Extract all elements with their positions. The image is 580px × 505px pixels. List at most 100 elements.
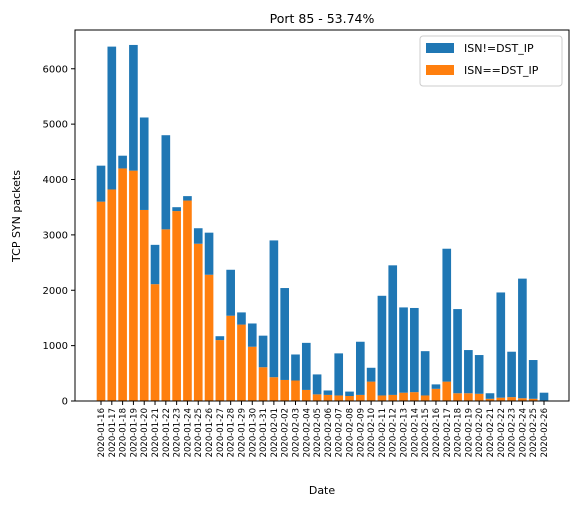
x-tick-label-2020-01-19: 2020-01-19 xyxy=(129,408,139,457)
x-tick-label-2020-02-26: 2020-02-26 xyxy=(540,408,550,457)
bar-isn-not-dst-2020-02-10 xyxy=(366,367,376,382)
x-tick-label-2020-02-25: 2020-02-25 xyxy=(529,408,539,457)
bar-isn-eq-dst-2020-02-19 xyxy=(464,393,473,401)
x-tick-label-2020-02-06: 2020-02-06 xyxy=(324,408,334,457)
bar-isn-not-dst-2020-02-11 xyxy=(377,295,387,396)
bar-isn-not-dst-2020-01-27 xyxy=(215,336,225,341)
bar-isn-not-dst-2020-02-06 xyxy=(323,390,333,395)
x-tick-label-2020-02-14: 2020-02-14 xyxy=(410,408,420,457)
bar-isn-eq-dst-2020-01-18 xyxy=(118,168,127,401)
bar-isn-eq-dst-2020-02-13 xyxy=(399,392,408,401)
bar-isn-eq-dst-2020-02-08 xyxy=(345,396,354,401)
x-tick-label-2020-01-23: 2020-01-23 xyxy=(173,408,183,457)
x-axis: 2020-01-16 2020-01-17 2020-01-18 2020-01-19… xyxy=(97,401,550,457)
x-tick-label-2020-02-22: 2020-02-22 xyxy=(497,408,507,457)
bar-isn-eq-dst-2020-02-21 xyxy=(485,398,495,401)
bar-isn-eq-dst-2020-02-01 xyxy=(269,377,279,401)
x-tick-label-2020-02-13: 2020-02-13 xyxy=(400,408,410,457)
bar-isn-not-dst-2020-01-21 xyxy=(150,244,160,285)
bar-isn-not-dst-2020-02-26 xyxy=(539,392,549,401)
bar-isn-not-dst-2020-02-20 xyxy=(474,355,484,394)
x-tick-label-2020-02-20: 2020-02-20 xyxy=(475,408,485,457)
bar-isn-eq-dst-2020-02-03 xyxy=(291,380,300,401)
x-tick-label-2020-01-25: 2020-01-25 xyxy=(194,408,204,457)
bar-isn-not-dst-2020-01-28 xyxy=(226,269,235,316)
bar-isn-eq-dst-2020-02-06 xyxy=(323,394,333,401)
legend-label-isn-not-dst: ISN!=DST_IP xyxy=(464,42,534,55)
bar-isn-not-dst-2020-02-22 xyxy=(496,292,506,398)
x-tick-label-2020-01-28: 2020-01-28 xyxy=(227,408,237,457)
bar-isn-not-dst-2020-02-01 xyxy=(269,240,279,378)
bar-isn-eq-dst-2020-02-22 xyxy=(496,397,506,401)
bar-isn-not-dst-2020-01-19 xyxy=(129,44,138,171)
bar-isn-eq-dst-2020-01-19 xyxy=(129,170,138,401)
x-tick-label-2020-02-18: 2020-02-18 xyxy=(454,408,464,457)
bar-isn-eq-dst-2020-01-27 xyxy=(215,340,225,401)
bar-isn-eq-dst-2020-01-20 xyxy=(139,209,149,401)
bar-isn-not-dst-2020-01-30 xyxy=(247,323,257,347)
x-axis-label: Date xyxy=(309,484,336,497)
y-tick-label-5000: 5000 xyxy=(43,120,68,131)
x-tick-label-2020-01-16: 2020-01-16 xyxy=(97,408,107,457)
plot-area xyxy=(96,44,549,401)
plot-frame xyxy=(74,29,570,402)
bar-isn-eq-dst-2020-02-25 xyxy=(528,398,538,401)
legend: ISN!=DST_IP ISN==DST_IP xyxy=(419,35,563,87)
x-tick-label-2020-01-31: 2020-01-31 xyxy=(259,408,269,457)
x-tick-label-2020-02-15: 2020-02-15 xyxy=(421,408,431,457)
bar-isn-not-dst-2020-01-22 xyxy=(161,135,171,230)
bar-isn-not-dst-2020-02-02 xyxy=(280,288,290,380)
bar-isn-not-dst-2020-01-17 xyxy=(107,46,117,190)
bar-isn-eq-dst-2020-02-05 xyxy=(312,394,322,401)
bar-isn-not-dst-2020-02-03 xyxy=(291,354,300,381)
x-tick-label-2020-02-16: 2020-02-16 xyxy=(432,408,442,457)
x-tick-label-2020-02-21: 2020-02-21 xyxy=(486,408,496,457)
bar-isn-eq-dst-2020-02-14 xyxy=(410,392,419,401)
bar-isn-not-dst-2020-01-24 xyxy=(183,196,192,201)
x-tick-label-2020-01-24: 2020-01-24 xyxy=(183,408,193,457)
x-tick-label-2020-01-29: 2020-01-29 xyxy=(237,408,247,457)
bar-isn-eq-dst-2020-02-09 xyxy=(355,394,365,401)
y-tick-label-2000: 2000 xyxy=(43,286,68,297)
x-tick-label-2020-02-11: 2020-02-11 xyxy=(378,408,388,457)
legend-swatch-isn-not-dst xyxy=(426,43,454,53)
y-tick-label-0: 0 xyxy=(62,397,68,408)
bar-isn-eq-dst-2020-01-22 xyxy=(161,229,171,401)
bar-isn-not-dst-2020-02-14 xyxy=(410,307,419,393)
x-tick-label-2020-01-18: 2020-01-18 xyxy=(119,408,129,457)
chart-title: Port 85 - 53.74% xyxy=(270,11,375,26)
bar-isn-not-dst-2020-01-31 xyxy=(258,335,268,368)
bar-isn-eq-dst-2020-01-26 xyxy=(204,274,214,401)
bar-isn-not-dst-2020-02-05 xyxy=(312,374,322,395)
x-tick-label-2020-02-04: 2020-02-04 xyxy=(302,408,312,457)
bar-isn-eq-dst-2020-01-28 xyxy=(226,315,235,401)
bar-isn-eq-dst-2020-02-16 xyxy=(431,388,441,401)
bar-isn-not-dst-2020-02-24 xyxy=(518,278,527,399)
x-tick-label-2020-02-19: 2020-02-19 xyxy=(464,408,474,457)
bar-isn-not-dst-2020-02-25 xyxy=(528,360,538,399)
bar-isn-not-dst-2020-01-18 xyxy=(118,155,127,169)
bar-isn-eq-dst-2020-01-17 xyxy=(107,189,117,401)
bar-isn-eq-dst-2020-02-02 xyxy=(280,379,290,401)
x-tick-label-2020-02-02: 2020-02-02 xyxy=(281,408,291,457)
bar-isn-eq-dst-2020-02-04 xyxy=(301,389,311,401)
bar-isn-eq-dst-2020-02-15 xyxy=(420,395,430,401)
bar-isn-eq-dst-2020-02-20 xyxy=(474,393,484,401)
x-tick-label-2020-02-09: 2020-02-09 xyxy=(356,408,366,457)
bar-isn-eq-dst-2020-01-24 xyxy=(183,200,192,401)
bar-isn-eq-dst-2020-01-29 xyxy=(237,324,246,401)
bar-isn-not-dst-2020-01-25 xyxy=(193,228,203,244)
bar-isn-not-dst-2020-02-16 xyxy=(431,384,441,389)
x-tick-label-2020-02-03: 2020-02-03 xyxy=(291,408,301,457)
y-tick-label-4000: 4000 xyxy=(43,175,68,186)
x-tick-label-2020-01-27: 2020-01-27 xyxy=(216,408,226,457)
bar-isn-not-dst-2020-02-15 xyxy=(420,351,430,396)
x-tick-label-2020-01-17: 2020-01-17 xyxy=(108,408,118,457)
bar-isn-eq-dst-2020-01-23 xyxy=(172,211,181,401)
bar-isn-not-dst-2020-02-18 xyxy=(453,309,462,394)
bar-isn-not-dst-2020-01-26 xyxy=(204,232,214,275)
x-tick-label-2020-02-12: 2020-02-12 xyxy=(389,408,399,457)
x-tick-label-2020-01-20: 2020-01-20 xyxy=(140,408,150,457)
bar-isn-eq-dst-2020-01-16 xyxy=(96,201,106,401)
